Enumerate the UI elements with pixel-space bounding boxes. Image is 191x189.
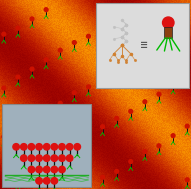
Circle shape — [36, 166, 42, 173]
Circle shape — [171, 134, 175, 138]
Circle shape — [58, 153, 62, 156]
Circle shape — [16, 75, 20, 79]
Circle shape — [13, 144, 19, 150]
Circle shape — [185, 75, 189, 78]
Circle shape — [129, 8, 133, 12]
Circle shape — [101, 74, 104, 78]
Circle shape — [44, 161, 48, 164]
Circle shape — [58, 48, 62, 52]
Circle shape — [44, 155, 50, 161]
Circle shape — [28, 155, 35, 161]
Circle shape — [129, 109, 133, 113]
Circle shape — [66, 155, 73, 161]
Circle shape — [28, 166, 35, 173]
Circle shape — [44, 144, 50, 150]
Circle shape — [36, 155, 42, 161]
Circle shape — [72, 143, 76, 147]
Circle shape — [16, 127, 20, 131]
Circle shape — [44, 8, 48, 12]
Circle shape — [163, 17, 174, 28]
Circle shape — [171, 83, 175, 87]
Circle shape — [143, 150, 147, 153]
Circle shape — [30, 170, 34, 174]
Bar — [164, 27, 172, 38]
Circle shape — [28, 144, 35, 150]
Circle shape — [115, 67, 119, 70]
Circle shape — [44, 58, 48, 62]
Circle shape — [171, 32, 175, 36]
Circle shape — [44, 178, 50, 184]
Circle shape — [59, 144, 65, 150]
Circle shape — [115, 15, 119, 19]
Circle shape — [44, 166, 50, 173]
Circle shape — [59, 166, 65, 173]
Circle shape — [129, 58, 133, 62]
Circle shape — [51, 166, 58, 173]
Circle shape — [101, 125, 104, 129]
Circle shape — [87, 135, 90, 139]
Circle shape — [30, 119, 34, 122]
Bar — [2, 104, 91, 187]
Circle shape — [66, 144, 73, 150]
Text: ≡: ≡ — [140, 40, 148, 50]
Circle shape — [58, 101, 62, 105]
Circle shape — [143, 100, 147, 104]
Circle shape — [21, 144, 27, 150]
Circle shape — [16, 178, 20, 182]
Circle shape — [87, 85, 90, 89]
Circle shape — [74, 144, 81, 150]
Circle shape — [101, 175, 104, 179]
Circle shape — [30, 17, 34, 21]
Circle shape — [115, 116, 119, 120]
Circle shape — [129, 160, 133, 163]
Circle shape — [115, 170, 119, 173]
Circle shape — [36, 178, 42, 184]
Bar — [96, 3, 189, 88]
Circle shape — [51, 178, 58, 184]
Circle shape — [143, 49, 147, 52]
Circle shape — [157, 144, 161, 148]
Circle shape — [185, 124, 189, 128]
Circle shape — [36, 144, 42, 150]
Circle shape — [157, 40, 161, 44]
Circle shape — [2, 86, 6, 90]
Circle shape — [72, 41, 76, 44]
Circle shape — [87, 34, 90, 38]
Circle shape — [157, 92, 161, 96]
Circle shape — [59, 155, 65, 161]
Circle shape — [185, 178, 189, 182]
Circle shape — [101, 25, 104, 29]
Circle shape — [2, 32, 6, 36]
Circle shape — [44, 109, 48, 113]
Circle shape — [51, 144, 58, 150]
Circle shape — [2, 135, 6, 139]
Circle shape — [30, 67, 34, 71]
Circle shape — [185, 25, 189, 29]
Circle shape — [51, 155, 58, 161]
Circle shape — [72, 91, 76, 95]
Circle shape — [21, 155, 27, 161]
Circle shape — [16, 26, 20, 30]
